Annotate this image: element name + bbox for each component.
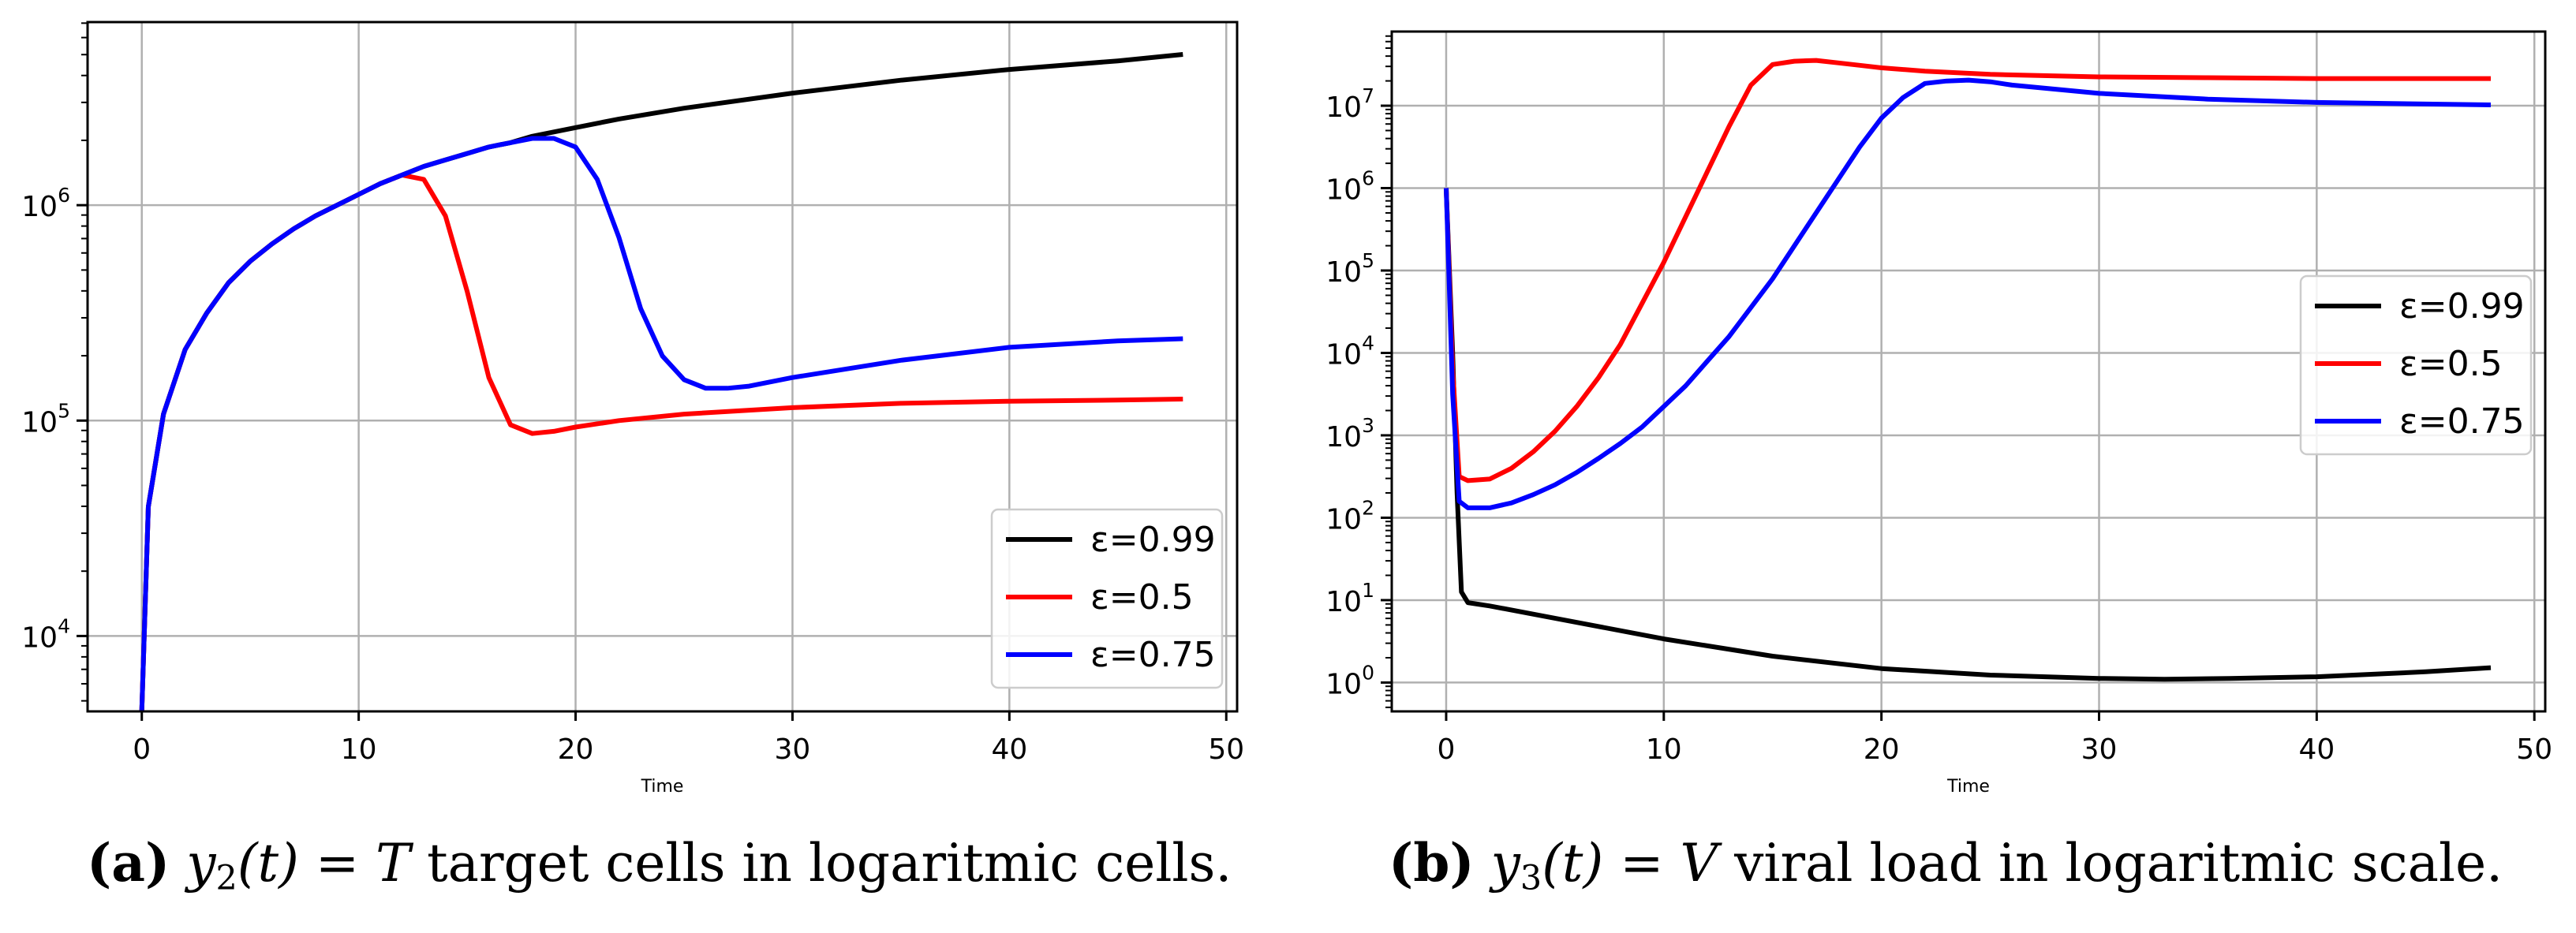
chart-b-ytick-label-1: 101 — [1325, 579, 1374, 618]
caption-b-text: viral load in logaritmic scale. — [1718, 833, 2503, 894]
chart-a-xlabel: Time — [641, 777, 684, 797]
chart-a-xtick-label-1: 10 — [341, 733, 377, 766]
chart-b: 0 10 20 30 40 50 100 101 102 103 104 105 106 107 Time ε… — [1325, 30, 2552, 797]
chart-b-ytick-label-5: 105 — [1325, 249, 1374, 289]
caption-a: (a) y2(t) = T target cells in logaritmic… — [87, 832, 1232, 911]
chart-b-ytick-label-3: 103 — [1325, 414, 1374, 453]
chart-b-series-1 — [1444, 58, 2491, 483]
chart-a-xtick-label-4: 40 — [991, 733, 1027, 766]
chart-a-xtick-label-0: 0 — [133, 733, 151, 766]
chart-b-xtick-label-1: 10 — [1646, 733, 1682, 766]
chart-b-xlabel: Time — [1946, 777, 1990, 797]
chart-a-xtick-label-5: 50 — [1208, 733, 1244, 766]
chart-a-legend-label-0: ε=0.99 — [1090, 520, 1216, 560]
caption-a-var: y — [186, 833, 216, 894]
caption-b-eq: = — [1603, 833, 1681, 894]
chart-a: 0 10 20 30 40 50104105106Timeε=0.99ε=0.5ε=0.7… — [21, 21, 1244, 797]
caption-a-t: (t) — [237, 833, 299, 894]
caption-b-t: (t) — [1542, 833, 1604, 894]
chart-b-legend — [2299, 274, 2533, 456]
chart-b-frame — [1390, 30, 2547, 713]
chart-a-frame — [86, 21, 1239, 713]
caption-a-text: target cells in logaritmic cells. — [410, 833, 1232, 894]
chart-b-ytick-label-2: 102 — [1325, 496, 1374, 536]
chart-b-legend-label-2: ε=0.75 — [2399, 401, 2525, 442]
chart-a-series-2 — [139, 136, 1183, 712]
caption-b-tag: (b) — [1389, 832, 1475, 894]
chart-b-series-2 — [1444, 77, 2492, 510]
chart-b-xtick-label-0: 0 — [1438, 733, 1456, 766]
chart-b-xtick-label-5: 50 — [2516, 733, 2552, 766]
chart-b-legend-label-1: ε=0.5 — [2399, 344, 2503, 384]
caption-a-sym: T — [376, 833, 411, 894]
chart-b-xtick-label-3: 30 — [2081, 733, 2118, 766]
chart-b-xtick-label-2: 20 — [1864, 733, 1900, 766]
chart-b-ytick-label-4: 104 — [1325, 331, 1374, 371]
caption-b: (b) y3(t) = V viral load in logaritmic s… — [1389, 832, 2503, 911]
chart-a-xtick-label-2: 20 — [558, 733, 594, 766]
chart-a-legend-label-2: ε=0.75 — [1090, 635, 1216, 675]
caption-a-sub: 2 — [215, 858, 237, 898]
caption-b-sym: V — [1680, 833, 1718, 894]
chart-a-xtick-label-3: 30 — [775, 733, 811, 766]
chart-a-legend — [990, 508, 1224, 689]
chart-b-ytick-label-7: 107 — [1325, 84, 1374, 124]
caption-b-var: y — [1490, 833, 1520, 894]
chart-b-xtick-label-4: 40 — [2298, 733, 2335, 766]
chart-b-series-0 — [1444, 188, 2492, 682]
chart-b-legend-label-0: ε=0.99 — [2399, 286, 2525, 327]
chart-b-ytick-label-0: 100 — [1325, 661, 1374, 700]
chart-b-ytick-label-6: 106 — [1325, 167, 1374, 207]
caption-b-sub: 3 — [1520, 858, 1542, 898]
caption-a-eq: = — [298, 833, 376, 894]
chart-a-legend-label-1: ε=0.5 — [1090, 577, 1194, 618]
caption-a-tag: (a) — [87, 832, 170, 894]
